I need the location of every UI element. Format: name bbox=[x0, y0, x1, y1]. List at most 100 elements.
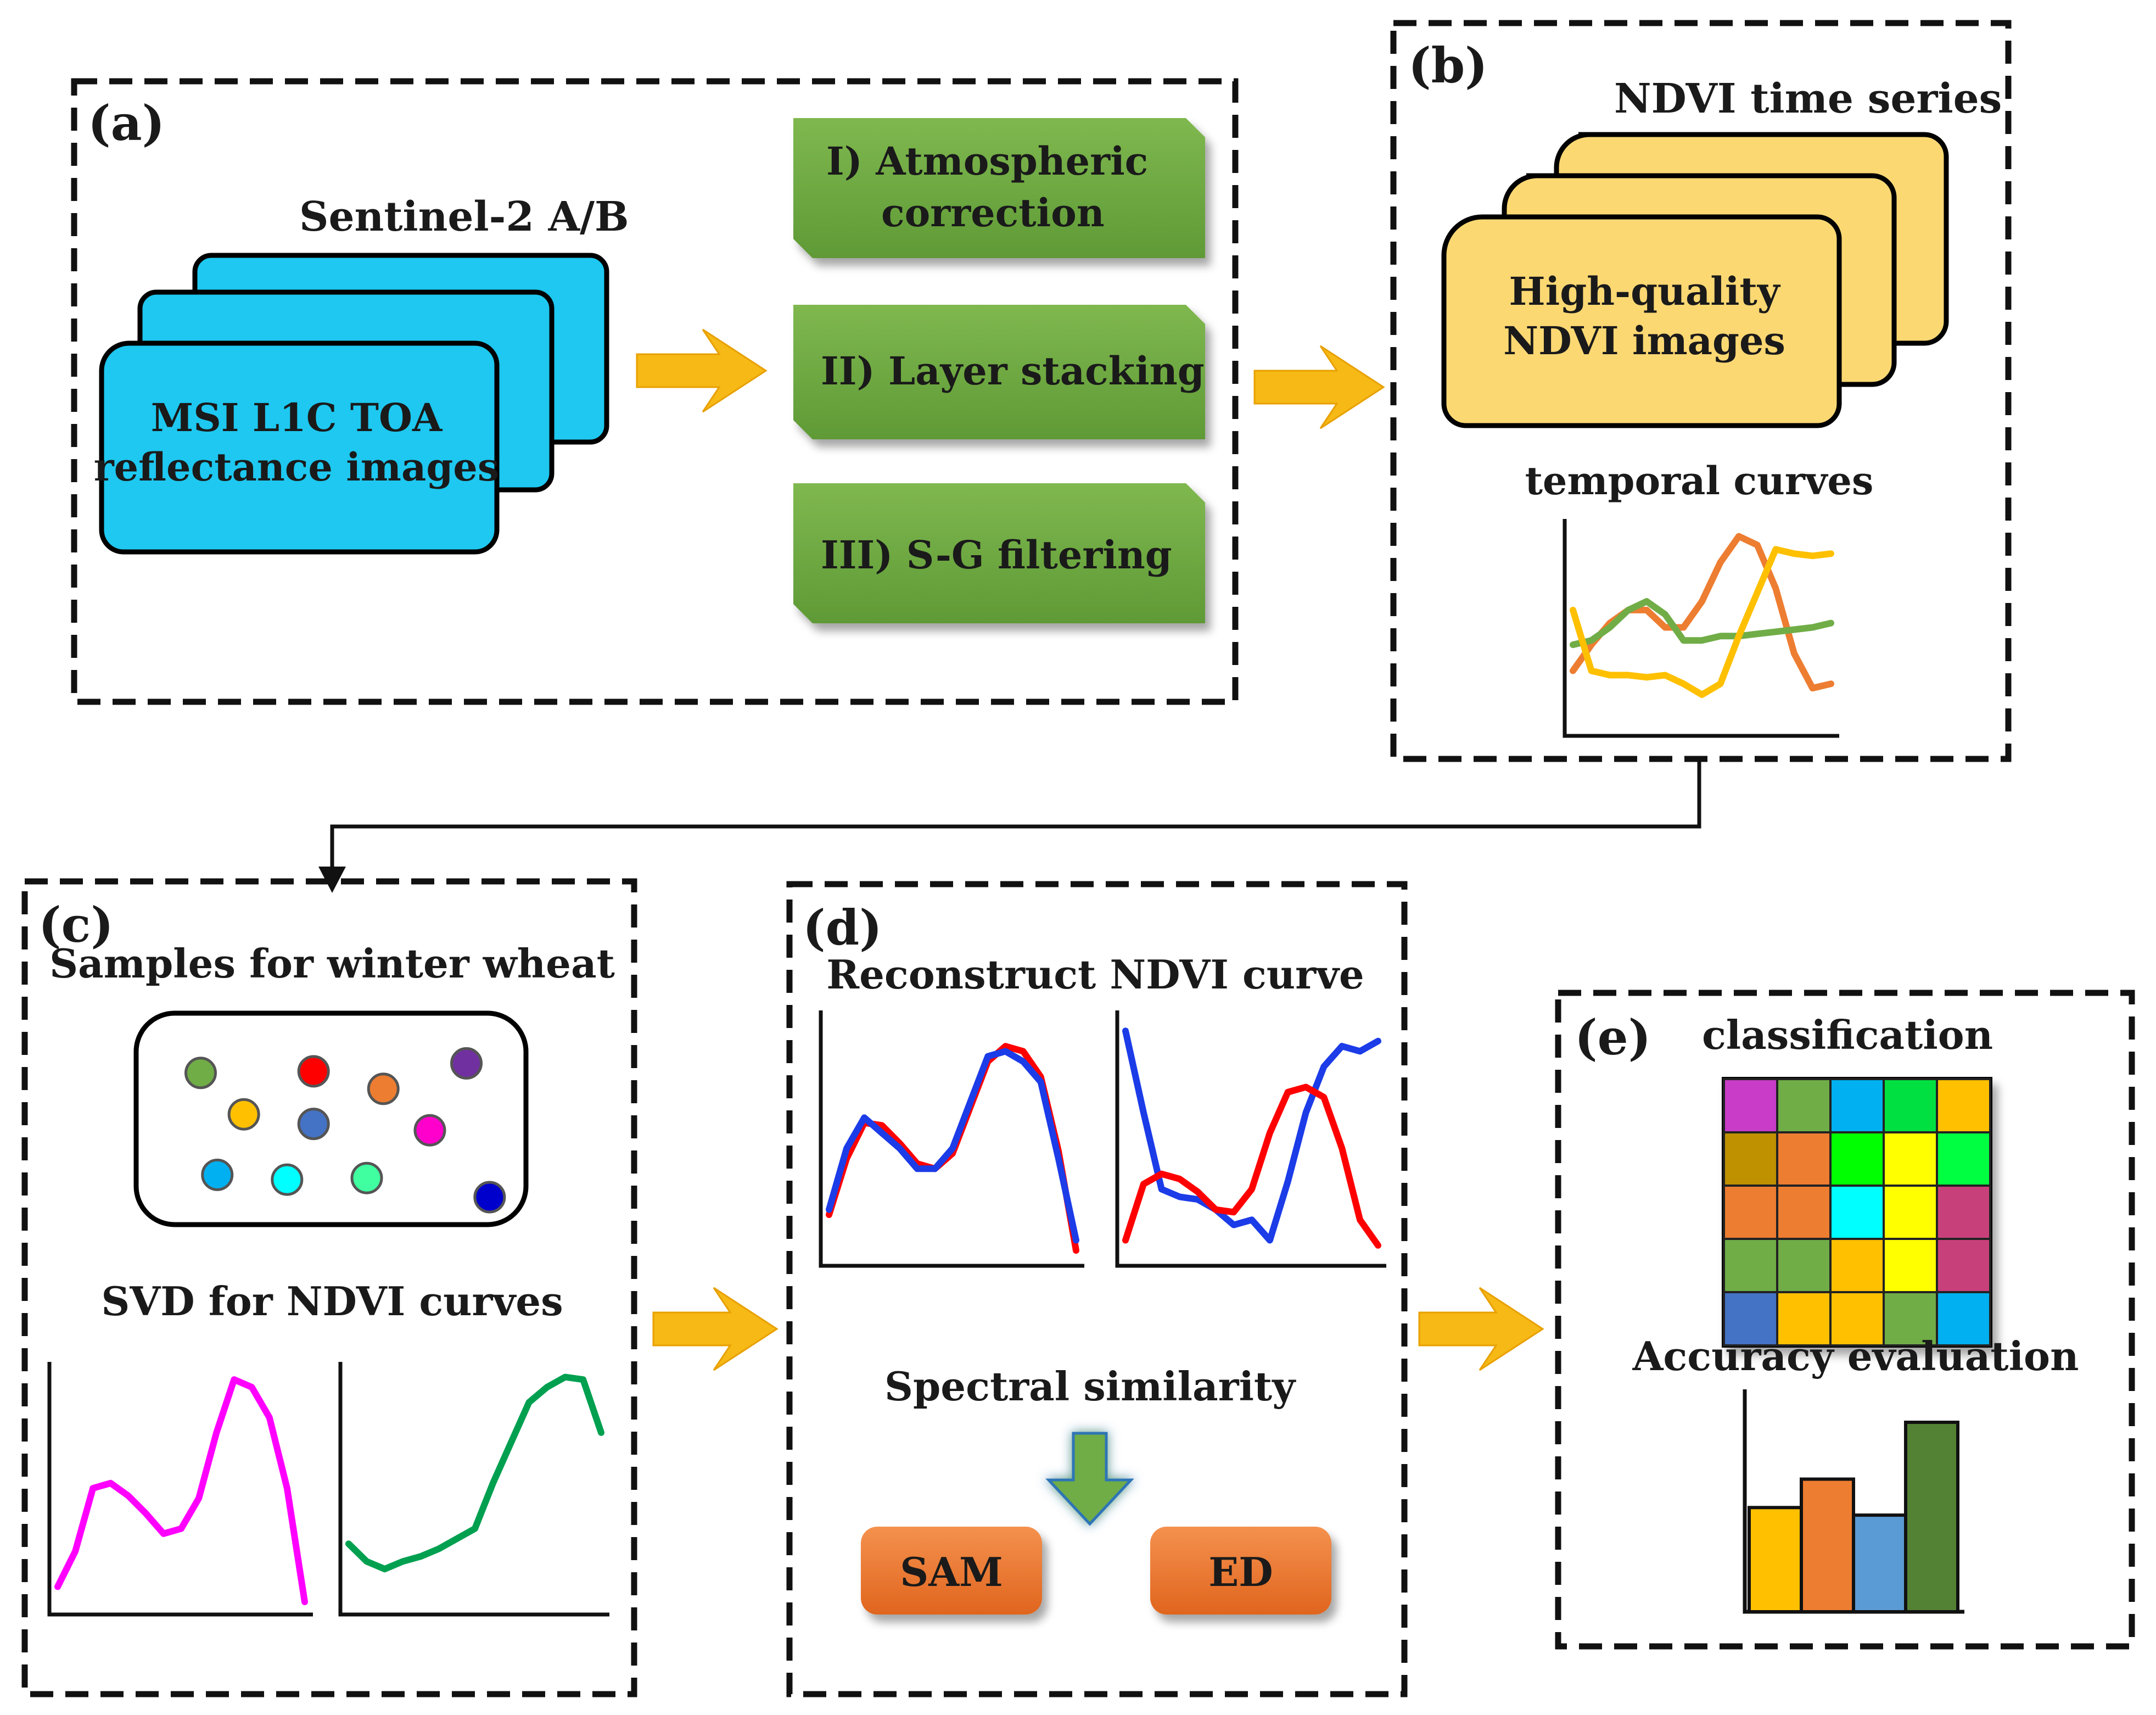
sample-point bbox=[297, 1055, 330, 1088]
sample-point bbox=[413, 1114, 446, 1147]
panel-d-label: (d) bbox=[803, 899, 882, 956]
grid-cell bbox=[1829, 1238, 1885, 1293]
grid-cell bbox=[1936, 1078, 1991, 1133]
chart-axes bbox=[819, 1010, 1084, 1268]
grid-cell bbox=[1883, 1131, 1938, 1187]
reconstruct-chart-1 bbox=[819, 1010, 1084, 1268]
chart-axes bbox=[47, 1362, 313, 1617]
step-2-line1: II) Layer stacking bbox=[821, 348, 1205, 394]
arrow-a-to-b bbox=[1253, 345, 1385, 429]
grid-cell bbox=[1723, 1238, 1778, 1293]
preprocessing-steps: I) Atmospheric correction II) Layer stac… bbox=[793, 118, 1205, 623]
accuracy-bar bbox=[1800, 1477, 1855, 1613]
grid-cell bbox=[1829, 1185, 1885, 1240]
svd-title: SVD for NDVI curves bbox=[101, 1278, 563, 1325]
arrow-d-to-e bbox=[1418, 1287, 1544, 1371]
panel-b-label: (b) bbox=[1408, 37, 1488, 94]
arrow-c-to-d bbox=[652, 1287, 779, 1371]
connector-b-to-c bbox=[330, 761, 1701, 870]
arrow-images-to-steps bbox=[636, 328, 768, 413]
svd-curve-1-chart bbox=[47, 1362, 313, 1617]
panel-a-label: (a) bbox=[88, 94, 165, 152]
step-1-line1: I) Atmospheric bbox=[826, 138, 1148, 184]
samples-title: Samples for winter wheat bbox=[49, 940, 615, 987]
grid-cell bbox=[1936, 1185, 1991, 1240]
ndvi-card-front bbox=[1441, 214, 1842, 428]
classification-title: classification bbox=[1702, 1012, 1993, 1058]
panel-e-border bbox=[1555, 990, 2135, 1650]
accuracy-bar-chart bbox=[1743, 1389, 1964, 1614]
grid-cell bbox=[1723, 1078, 1778, 1133]
accuracy-bar bbox=[1748, 1506, 1803, 1613]
image-label-line1: MSI L1C TOA bbox=[151, 395, 443, 440]
ndvi-series-title: NDVI time series bbox=[1614, 75, 2002, 122]
series-line-magenta bbox=[54, 1376, 308, 1605]
sample-point bbox=[227, 1098, 260, 1131]
accuracy-title: Accuracy evaluation bbox=[1632, 1333, 2079, 1379]
sample-point bbox=[367, 1072, 400, 1105]
step-3-line1: III) S-G filtering bbox=[821, 532, 1172, 578]
panel-a: (a) Sentinel-2 A/B MSI L1C TOA reflectan… bbox=[71, 78, 1385, 705]
panel-c: (c) Samples for winter wheat SVD for NDV… bbox=[21, 878, 637, 1697]
sample-point bbox=[450, 1047, 483, 1080]
image-card-front bbox=[99, 340, 500, 555]
connector-arrowhead bbox=[318, 867, 346, 893]
satellite-image-stack: MSI L1C TOA reflectance images bbox=[94, 253, 609, 555]
chart-axes bbox=[1563, 519, 1839, 738]
series-line-green bbox=[1570, 598, 1834, 649]
grid-cell bbox=[1829, 1078, 1885, 1133]
grid-cell bbox=[1776, 1185, 1832, 1240]
panel-c-border bbox=[21, 878, 637, 1697]
panel-d: (d) Reconstruct NDVI curve Spectral simi… bbox=[786, 881, 1408, 1697]
grid-cell bbox=[1723, 1131, 1778, 1187]
sam-box bbox=[861, 1527, 1042, 1615]
series-line-blue bbox=[1122, 1027, 1381, 1244]
reconstruct-title: Reconstruct NDVI curve bbox=[826, 951, 1364, 998]
ed-label: ED bbox=[1208, 1549, 1273, 1595]
reconstruct-chart-2 bbox=[1115, 1010, 1386, 1268]
grid-cell bbox=[1829, 1291, 1885, 1347]
series-line-green bbox=[345, 1373, 604, 1573]
sample-point bbox=[473, 1181, 506, 1214]
panel-b: (b) NDVI time series High-quality NDVI i… bbox=[1390, 20, 2012, 762]
accuracy-bar bbox=[1904, 1421, 1959, 1613]
sample-point bbox=[297, 1108, 330, 1141]
grid-cell bbox=[1723, 1185, 1778, 1240]
grid-cell bbox=[1883, 1238, 1938, 1293]
grid-cell bbox=[1776, 1078, 1832, 1133]
panel-e: (e) classification Accuracy evaluation bbox=[1555, 990, 2135, 1650]
satellite-title: Sentinel-2 A/B bbox=[299, 193, 629, 241]
ndvi-image-stack: High-quality NDVI images bbox=[1441, 132, 1949, 428]
samples-frame bbox=[133, 1010, 529, 1227]
grid-cell bbox=[1776, 1238, 1832, 1293]
series-line-red bbox=[1122, 1083, 1381, 1249]
down-arrow-icon bbox=[1045, 1432, 1134, 1526]
svd-curve-2-chart bbox=[338, 1362, 609, 1617]
classification-grid bbox=[1722, 1077, 1992, 1348]
grid-cell bbox=[1936, 1291, 1991, 1347]
ndvi-image-label-line1: High-quality bbox=[1509, 269, 1780, 314]
grid-cell bbox=[1723, 1291, 1778, 1347]
similarity-title: Spectral similarity bbox=[884, 1363, 1296, 1410]
series-line-yellow bbox=[1570, 546, 1834, 698]
panel-c-label: (c) bbox=[38, 896, 114, 953]
sample-point bbox=[184, 1057, 217, 1090]
chart-axes bbox=[338, 1362, 609, 1617]
temporal-curves-title: temporal curves bbox=[1525, 458, 1874, 504]
accuracy-bar bbox=[1852, 1513, 1907, 1614]
step-2-box bbox=[793, 305, 1205, 439]
step-3-box bbox=[793, 483, 1205, 623]
sample-points bbox=[184, 1047, 506, 1214]
panel-e-label: (e) bbox=[1575, 1009, 1651, 1066]
grid-cell bbox=[1936, 1131, 1991, 1187]
chart-axes bbox=[1115, 1010, 1386, 1268]
sample-point bbox=[201, 1158, 234, 1191]
panel-d-border bbox=[786, 881, 1408, 1697]
panel-b-border bbox=[1390, 20, 2012, 762]
series-line-orange bbox=[1570, 533, 1834, 692]
sample-point bbox=[350, 1161, 383, 1194]
temporal-curves-chart bbox=[1563, 519, 1839, 738]
grid-cell bbox=[1883, 1078, 1938, 1133]
sample-point bbox=[271, 1163, 304, 1196]
